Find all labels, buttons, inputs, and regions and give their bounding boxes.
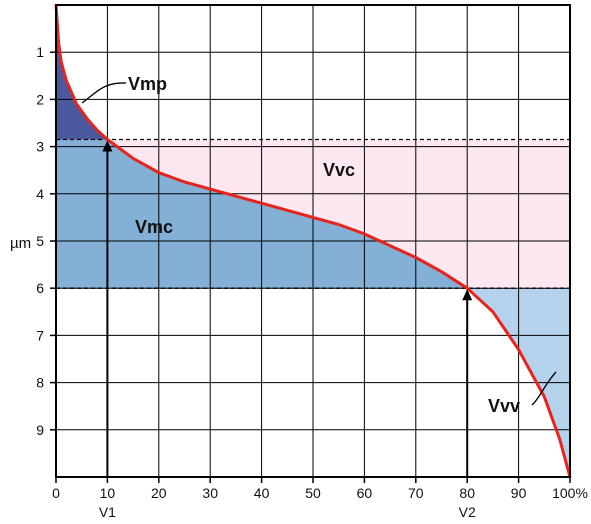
leader-line-vvv (531, 371, 557, 406)
x-tick-label: 50 (305, 485, 321, 501)
y-tick-label: 2 (36, 91, 44, 107)
x-tick-label: 80 (459, 485, 475, 501)
region-labels: Vmp Vmc Vvc Vvv (81, 74, 557, 416)
material-ratio-curve (54, 4, 572, 478)
marker-arrow-head (102, 140, 113, 152)
y-tick-label: 6 (36, 280, 44, 296)
region-vmp (56, 5, 108, 140)
x-tick-label: 40 (254, 485, 270, 501)
threshold-lines (56, 138, 570, 289)
region-label-vmc: Vmc (135, 217, 173, 237)
x-tick-label: 70 (408, 485, 424, 501)
marker-label: V1 (99, 504, 116, 520)
region-label-vmp: Vmp (128, 74, 167, 94)
y-tick-label: 5 (36, 233, 44, 249)
y-tick-label: 7 (36, 327, 44, 343)
x-tick-label: 10 (100, 485, 116, 501)
y-tick-label: 4 (36, 186, 44, 202)
y-tick-label: 8 (36, 375, 44, 391)
x-axis-ticks: 0 10 20 30 40 50 60 70 80 90 100% V1 V2 (52, 477, 588, 520)
region-label-vvv: Vvv (488, 396, 520, 416)
x-tick-label: 100% (552, 485, 588, 501)
y-tick-label: 3 (36, 139, 44, 155)
x-tick-label: 20 (151, 485, 167, 501)
region-label-vvc: Vvc (323, 160, 355, 180)
x-tick-label: 60 (357, 485, 373, 501)
y-axis-ticks: 1 2 3 4 5 6 7 8 9 (36, 44, 56, 438)
marker-arrow-head (462, 289, 473, 301)
x-tick-label: 30 (202, 485, 218, 501)
x-tick-label: 0 (52, 485, 60, 501)
x-tick-label: 90 (511, 485, 527, 501)
leader-line-vmp (81, 82, 127, 104)
y-axis-label: µm (10, 235, 31, 252)
y-tick-label: 1 (36, 44, 44, 60)
marker-label: V2 (459, 504, 476, 520)
chart-grid (56, 5, 570, 477)
y-tick-label: 9 (36, 422, 44, 438)
v-markers (102, 140, 473, 477)
